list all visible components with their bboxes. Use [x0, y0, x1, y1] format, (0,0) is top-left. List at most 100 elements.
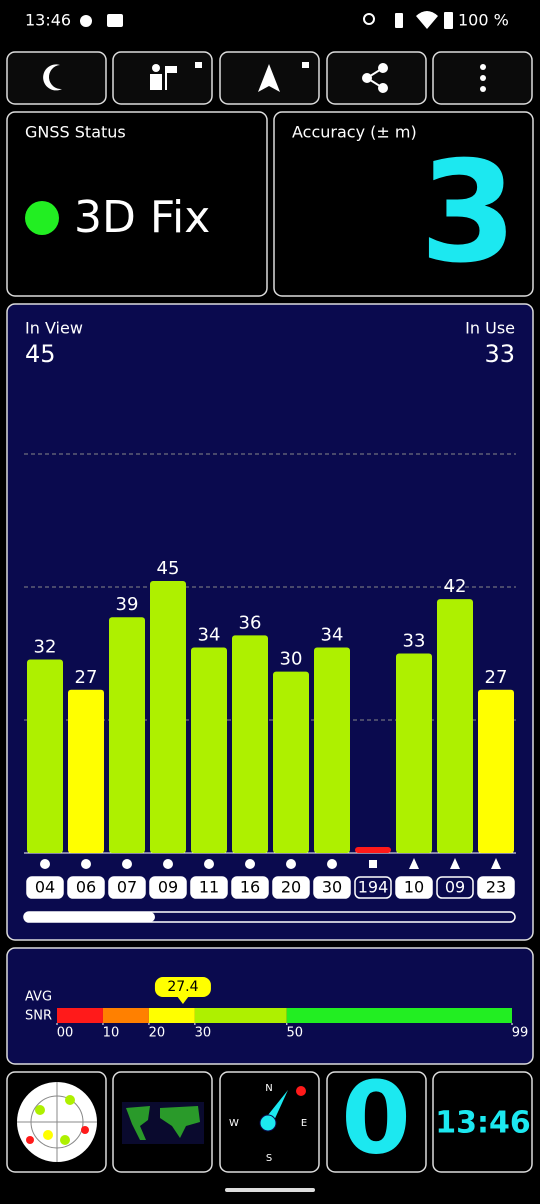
fix-indicator [25, 201, 59, 235]
satellite-id: 09 [445, 878, 465, 897]
satellite-id-box [190, 876, 228, 899]
settings-icon [80, 15, 92, 27]
satellite-id: 23 [486, 878, 506, 897]
snr-segment [148, 1008, 195, 1023]
bar [273, 671, 309, 853]
snr-segment [194, 1008, 287, 1023]
compass-w: W [229, 1118, 239, 1129]
menu-icon [480, 64, 486, 92]
snr-panel [6, 947, 534, 1065]
compass-s: S [266, 1153, 272, 1164]
satellite-id-box [354, 876, 392, 899]
constellation-marker [163, 859, 173, 869]
gnss-status-label: GNSS Status [25, 123, 126, 142]
share-button[interactable] [326, 51, 427, 105]
accuracy-panel [273, 111, 534, 297]
count-panel [326, 1071, 427, 1173]
bar [68, 689, 104, 853]
compass-marker [296, 1086, 306, 1096]
scroll-thumb[interactable] [24, 912, 155, 922]
bar-value-label: 32 [34, 637, 57, 658]
accuracy-label: Accuracy (± m) [292, 123, 417, 142]
snr-average-pointer [176, 996, 189, 1004]
snr-tick-label: 00 [57, 1026, 74, 1041]
moon-icon [43, 64, 62, 91]
in-view-label: In View [25, 319, 83, 338]
battery-icon [444, 12, 453, 29]
bar-value-label: 33 [403, 631, 426, 652]
bar-value-label: 34 [198, 624, 221, 645]
constellation-marker [122, 859, 132, 869]
clock-value: 13:46 [435, 1106, 531, 1141]
constellation-marker [286, 859, 296, 869]
snr-tick-label: 50 [287, 1026, 304, 1041]
signal-chart: 32 04 27 06 39 07 45 09 34 11 36 16 30 20 34 30 194 33 10 4… [24, 453, 516, 899]
avg-label: AVG [25, 990, 52, 1005]
satellite-id-box [26, 876, 64, 899]
constellation-marker [81, 859, 91, 869]
world-map-icon [122, 1102, 204, 1144]
arrow-icon [258, 62, 309, 92]
night-mode-button[interactable] [6, 51, 107, 105]
satellite-id: 11 [199, 878, 219, 897]
snr-average-value: 27.4 [167, 979, 198, 995]
satellite-id: 194 [358, 878, 389, 897]
battery-level: 100 % [458, 11, 509, 30]
compass-e: E [301, 1118, 307, 1129]
satellite-id-box [395, 876, 433, 899]
bar [396, 653, 432, 853]
compass-n: N [265, 1083, 272, 1094]
satellite-id: 06 [76, 878, 96, 897]
bar [314, 647, 350, 853]
snr-tick-label: 20 [149, 1026, 166, 1041]
bar [150, 580, 186, 853]
satellite-id: 07 [117, 878, 137, 897]
constellation-marker [245, 859, 255, 869]
satellite-id: 09 [158, 878, 178, 897]
satellite-id-box [477, 876, 515, 899]
constellation-marker [409, 858, 419, 869]
snr-segment [57, 1008, 103, 1023]
bar-value-label: 45 [157, 558, 180, 579]
nav-handle[interactable] [225, 1188, 315, 1192]
constellation-marker [450, 858, 460, 869]
satellite-id-box [272, 876, 310, 899]
satellite-id: 16 [240, 878, 260, 897]
notif-icon [107, 14, 123, 27]
bar-value-label: 36 [239, 612, 262, 633]
satellite-id: 30 [322, 878, 342, 897]
gnss-status-panel [6, 111, 268, 297]
bar [355, 846, 391, 853]
skyplot-icon [17, 1082, 97, 1162]
bar-value-label: 42 [444, 576, 467, 597]
bar [437, 599, 473, 853]
satellite-id: 04 [35, 878, 55, 897]
satellite-id-box [108, 876, 146, 899]
wifi-icon [416, 11, 438, 29]
constellation-marker [327, 859, 337, 869]
bar [191, 647, 227, 853]
snr-segment [286, 1008, 512, 1023]
constellation-marker [40, 859, 50, 869]
snr-scale: 00 10 20 30 50 99 27.4 [56, 977, 529, 1041]
bar-value-label: 30 [280, 649, 303, 670]
fix-status: 3D Fix [74, 192, 210, 243]
bar-value-label: 27 [485, 667, 508, 688]
waypoint-button[interactable] [112, 51, 213, 105]
satellite-id-box [67, 876, 105, 899]
bar [109, 617, 145, 853]
bar-value-label: 27 [75, 667, 98, 688]
bar [27, 659, 63, 853]
location-icon [363, 13, 375, 25]
snr-tick-label: 99 [512, 1026, 529, 1041]
in-use-count: 33 [484, 340, 515, 368]
person-flag-icon [150, 62, 202, 90]
bar [232, 635, 268, 853]
satellite-id: 20 [281, 878, 301, 897]
snr-tick-label: 30 [195, 1026, 212, 1041]
snr-segment [102, 1008, 149, 1023]
satellite-id: 10 [404, 878, 424, 897]
clock-panel [432, 1071, 533, 1173]
bar-value-label: 39 [116, 594, 139, 615]
